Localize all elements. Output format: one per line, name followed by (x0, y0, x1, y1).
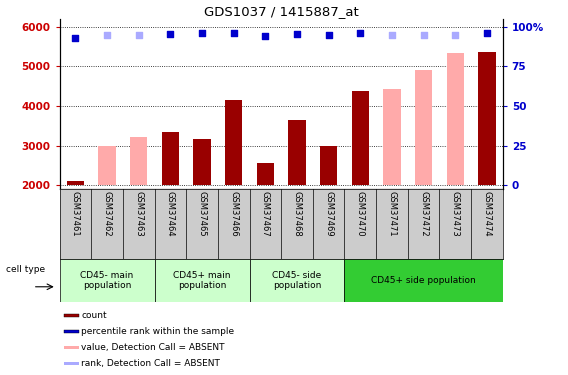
Point (450, 32, 460, 38)
Bar (154, 259, 249, 302)
Bar (289, 120, 306, 185)
Text: CD45+ main
population: CD45+ main population (173, 271, 231, 290)
Text: GSM37461: GSM37461 (71, 192, 80, 237)
Bar (249, 259, 344, 302)
Point (387, 32, 396, 38)
Text: GSM37470: GSM37470 (356, 192, 365, 237)
Text: GSM37462: GSM37462 (103, 192, 111, 237)
Text: GSM37466: GSM37466 (229, 192, 238, 237)
Text: count: count (81, 311, 107, 320)
Point (324, 32, 333, 38)
Point (482, 30, 491, 36)
Bar (415, 69, 432, 185)
Bar (446, 53, 464, 185)
Bar (383, 89, 400, 185)
Text: CD45- main
population: CD45- main population (81, 271, 133, 290)
Title: GDS1037 / 1415887_at: GDS1037 / 1415887_at (204, 4, 358, 18)
Bar (64, 330, 79, 333)
Text: GSM37471: GSM37471 (387, 192, 396, 237)
Point (229, 30, 238, 36)
Point (293, 31, 302, 37)
Bar (130, 137, 148, 185)
Point (261, 33, 270, 39)
Text: GSM37469: GSM37469 (324, 192, 333, 237)
Text: GSM37474: GSM37474 (482, 192, 491, 237)
Text: GSM37463: GSM37463 (134, 192, 143, 237)
Bar (98, 146, 116, 185)
Bar (162, 132, 179, 185)
Text: GSM37473: GSM37473 (451, 192, 460, 237)
Text: value, Detection Call = ABSENT: value, Detection Call = ABSENT (81, 343, 224, 352)
Point (134, 32, 143, 38)
Bar (257, 163, 274, 185)
Text: GSM37465: GSM37465 (198, 192, 207, 237)
Point (419, 32, 428, 38)
Text: GSM37472: GSM37472 (419, 192, 428, 237)
Bar (478, 53, 495, 185)
Text: CD45+ side population: CD45+ side population (371, 276, 476, 285)
Point (103, 32, 112, 38)
Point (166, 31, 175, 37)
Bar (344, 259, 503, 302)
Bar (225, 100, 243, 185)
Bar (64, 346, 79, 349)
Bar (60, 259, 154, 302)
Bar (320, 146, 337, 185)
Bar (352, 91, 369, 185)
Point (356, 30, 365, 36)
Point (71, 35, 80, 41)
Text: rank, Detection Call = ABSENT: rank, Detection Call = ABSENT (81, 359, 220, 368)
Bar (193, 139, 211, 185)
Bar (67, 181, 84, 185)
Bar (64, 314, 79, 317)
Bar (64, 362, 79, 364)
Text: GSM37464: GSM37464 (166, 192, 175, 237)
Text: percentile rank within the sample: percentile rank within the sample (81, 327, 234, 336)
Text: CD45- side
population: CD45- side population (273, 271, 321, 290)
Point (198, 30, 207, 36)
Text: GSM37468: GSM37468 (293, 192, 302, 237)
Text: cell type: cell type (6, 265, 45, 274)
Text: GSM37467: GSM37467 (261, 192, 270, 237)
